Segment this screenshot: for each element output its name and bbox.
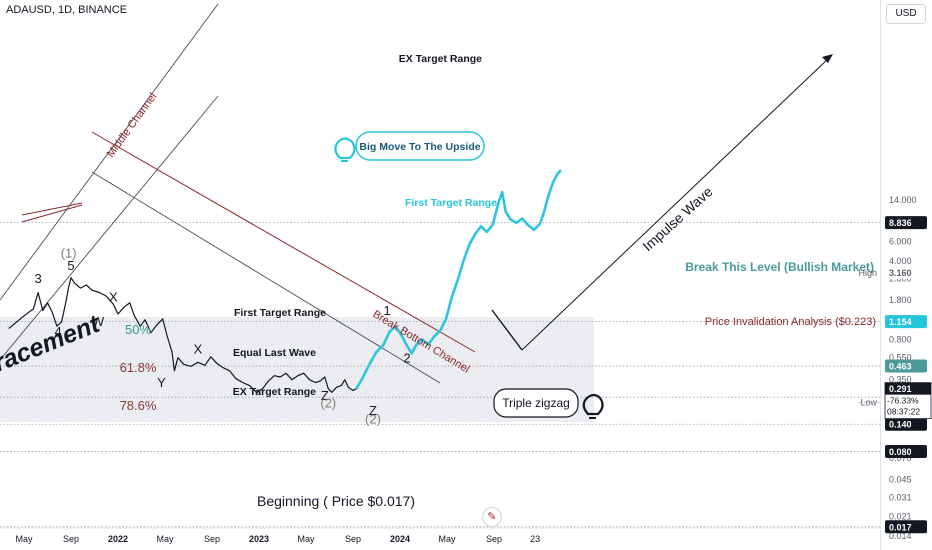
wave-label: W (92, 314, 105, 329)
lightbulb-icon (334, 137, 356, 160)
wave-label: 3 (34, 271, 41, 286)
triangle-lower-line[interactable] (21, 204, 83, 223)
price-tag-label: 3.160 (889, 268, 912, 278)
beginning-label: Beginning ( Price $0.017) (257, 493, 415, 509)
time-axis[interactable]: May Sep 2022 May Sep 2023 May Sep 2024 May Sep 23 (0, 527, 880, 544)
wave-label: (1) (61, 246, 77, 261)
price-tag-bg (885, 444, 927, 458)
big-move-label: Big Move To The Upside (359, 141, 480, 153)
wave-label: (2) (365, 412, 381, 427)
impulse-arrow-line[interactable] (521, 56, 831, 351)
wave-label: 4 (54, 324, 61, 339)
time-tick-label: Sep (204, 534, 220, 544)
price-tick-label: 0.021 (889, 512, 912, 522)
time-tick-label: Sep (345, 534, 361, 544)
price-tag-label: 8.836 (889, 218, 912, 228)
wave-label: 2 (403, 350, 410, 365)
time-tick-label: May (297, 534, 315, 544)
price-tick-label: 0.045 (889, 474, 912, 484)
time-tick-label: May (156, 534, 174, 544)
big-move-callout-box (355, 131, 485, 161)
price-tick-label: 0.550 (889, 353, 912, 363)
wave-label: 1 (383, 303, 390, 318)
time-tick-label: 23 (530, 534, 540, 544)
wave-label: 5 (67, 258, 74, 273)
time-tick-label: 2022 (108, 534, 128, 544)
price-tag-label: 0.140 (889, 420, 912, 430)
time-tick-label: Sep (63, 534, 79, 544)
price-history (8, 277, 357, 393)
time-tick-label: 2024 (390, 534, 410, 544)
ex-target-bottom-label: EX Target Range (233, 386, 316, 398)
price-tick-label: 0.031 (889, 493, 912, 503)
current-price-bg (885, 382, 931, 395)
wave-label: X (194, 341, 203, 356)
wave-label: Y (157, 375, 166, 390)
price-axis-labels: 14.0006.0004.0002.8001.8000.8000.5500.35… (884, 195, 932, 541)
upper-channel-line[interactable] (0, 3, 219, 301)
impulse-arrow-head[interactable] (822, 54, 833, 63)
wave-label: Z (369, 403, 377, 418)
triple-zigzag-callout-box (493, 388, 579, 418)
lower-channel-line[interactable] (0, 95, 219, 361)
wave-label: Z (321, 388, 329, 403)
wave-label: (2) (320, 396, 336, 411)
current-price-label: 0.291 (889, 384, 912, 394)
price-tick-label: 6.000 (889, 236, 912, 246)
price-tag-bg (885, 359, 927, 373)
price-tag-label: 1.154 (889, 317, 912, 327)
currency-button[interactable]: USD (886, 4, 926, 24)
price-tag-bg (885, 417, 927, 431)
break-level-label: Break This Level (Bullish Market) (685, 260, 874, 274)
fib-level-label: 50% (125, 322, 151, 337)
price-tag-bg (885, 216, 927, 230)
time-tick-label: Sep (486, 534, 502, 544)
first-target-top-label: First Target Range (405, 197, 497, 209)
price-tag-label: 0.017 (889, 522, 912, 532)
price-tag-bg (885, 266, 927, 280)
price-tick-label: 0.350 (889, 375, 912, 385)
time-tick-label: May (438, 534, 456, 544)
ex-target-top-label: EX Target Range (399, 53, 482, 65)
impulse-wave-label: Impulse Wave (639, 183, 715, 254)
price-tag-label: 0.080 (889, 447, 912, 457)
history-price-line (8, 277, 357, 393)
triple-zigzag-label: Triple zigzag (502, 396, 570, 410)
price-tag-label: 0.463 (889, 362, 912, 372)
price-tag-bg (885, 315, 927, 329)
time-tick-label: May (15, 534, 33, 544)
price-projection (355, 169, 562, 390)
projection-price-line (355, 169, 562, 390)
time-tick-label: 2023 (249, 534, 269, 544)
countdown-label: 08:37:22 (887, 407, 920, 417)
middle-channel-line[interactable] (91, 131, 476, 353)
tradingview-logo-icon[interactable]: ✎ (482, 507, 502, 527)
wave-label: X (109, 289, 118, 304)
price-tick-label: 4.000 (889, 256, 912, 266)
fib-level-label: 61.8% (120, 360, 157, 375)
low-label: Low (860, 398, 877, 408)
price-tag-bg (885, 520, 927, 534)
equal-last-wave-label: Equal Last Wave (233, 347, 316, 359)
price-tick-label: 0.800 (889, 334, 912, 344)
annotations: EX Target Range First Target Range Break T… (0, 53, 876, 512)
price-tick-label: 14.000 (889, 195, 917, 205)
fib-level-label: 78.6% (120, 398, 157, 413)
current-price-change: -76.33% (887, 396, 919, 406)
symbol-title[interactable]: ADAUSD, 1D, BINANCE (6, 4, 128, 16)
first-target-bottom-label: First Target Range (234, 307, 326, 319)
price-tick-label: 0.014 (889, 531, 912, 541)
zigzag-leg-line[interactable] (491, 309, 523, 351)
price-tick-label: 1.800 (889, 295, 912, 305)
middle-channel-label: Middle Channel (105, 91, 160, 160)
price-axis[interactable]: 14.0006.0004.0002.8001.8000.8000.5500.35… (880, 0, 932, 550)
triangle-upper-line[interactable] (21, 202, 83, 216)
invalidation-label: Price Invalidation Analysis ($0.223) (705, 316, 876, 328)
beginning-label-bg (246, 490, 426, 512)
high-label: High (858, 268, 877, 278)
projection-arrows[interactable] (491, 54, 833, 351)
lightbulb-icon (582, 393, 604, 416)
